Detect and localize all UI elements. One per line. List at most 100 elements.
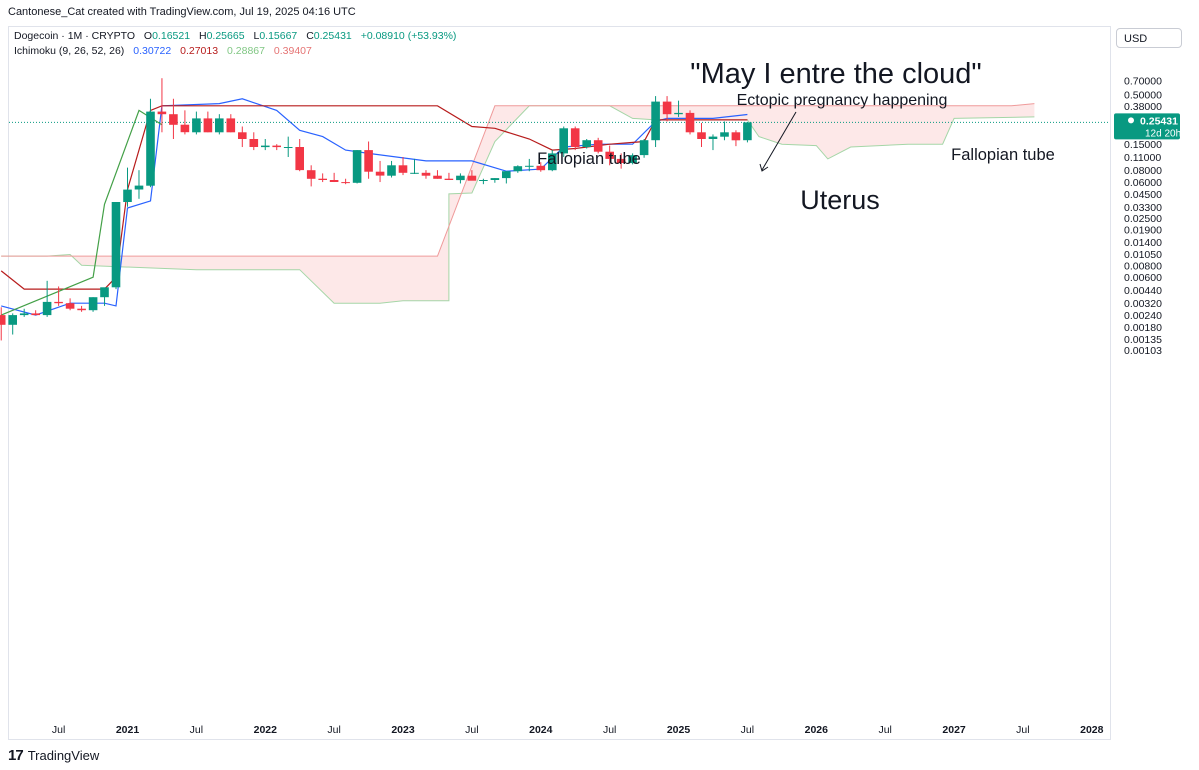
candle-body <box>559 128 568 154</box>
y-axis-tick-label: 0.06000 <box>1124 177 1162 189</box>
y-axis-tick-label: 0.00600 <box>1124 272 1162 284</box>
x-axis-tick-label: 2024 <box>529 724 553 736</box>
y-axis-tick-label: 0.02500 <box>1124 213 1162 225</box>
candle-body <box>685 112 695 133</box>
candle-body <box>502 171 511 179</box>
x-axis-tick-label: Jul <box>1016 724 1029 736</box>
annotation-title: "May I entre the cloud" <box>690 58 981 90</box>
candle-body <box>720 132 729 137</box>
candle-body <box>42 301 52 316</box>
ichimoku-lagging-line <box>0 109 163 316</box>
candle-body <box>203 118 213 133</box>
candle-body <box>593 140 603 152</box>
candle-body <box>352 150 362 183</box>
open-label: O <box>143 30 153 42</box>
candle-body <box>697 132 706 139</box>
candle-body <box>570 128 580 147</box>
candle-body <box>306 170 316 179</box>
candle-body <box>525 165 534 167</box>
symbol-name: Dogecoin · 1M · CRYPTO <box>14 30 135 42</box>
y-axis-tick-label: 0.70000 <box>1124 76 1162 88</box>
annotation-arrow-line <box>761 111 797 171</box>
candle-body <box>134 185 144 190</box>
ichimoku-lead-b-value: 0.39407 <box>273 45 312 57</box>
x-axis-tick-label: 2022 <box>254 724 278 736</box>
candle-body <box>536 165 546 171</box>
tradingview-brand: TradingView <box>27 748 100 763</box>
candle-body <box>272 145 281 148</box>
candle-body <box>375 171 385 176</box>
change-value: +0.08910 (+53.93%) <box>360 30 457 42</box>
candle-body <box>283 147 293 148</box>
y-axis-tick-label: 0.04500 <box>1124 189 1162 201</box>
y-axis-tick-label: 0.03300 <box>1124 202 1162 214</box>
candle-body <box>329 180 339 182</box>
candle-body <box>708 136 718 139</box>
candle-body <box>456 175 465 181</box>
x-axis-tick-label: Jul <box>603 724 616 736</box>
low-value: 0.15667 <box>259 30 298 42</box>
candle-body <box>157 111 167 115</box>
candle-body <box>479 180 488 181</box>
candle-body <box>674 112 683 115</box>
x-axis-tick-label: Jul <box>465 724 478 736</box>
ichimoku-legend: Ichimoku (9, 26, 52, 26) 0.30722 0.27013… <box>14 45 312 57</box>
price-tag-countdown: 12d 20h <box>1145 128 1181 139</box>
candle-body <box>180 124 190 133</box>
candle-body <box>467 175 477 181</box>
candle-body <box>731 132 741 141</box>
candle-body <box>65 303 75 309</box>
x-axis-tick-label: Jul <box>878 724 891 736</box>
candle-body <box>398 165 408 173</box>
candle-body <box>8 315 17 325</box>
high-label: H <box>198 30 207 42</box>
candle-body <box>421 172 431 176</box>
x-axis-tick-label: 2027 <box>942 724 966 736</box>
candle-body <box>54 301 63 304</box>
y-axis-tick-label: 0.11000 <box>1124 152 1161 164</box>
y-axis-tick-label: 0.00103 <box>1124 345 1162 357</box>
candle-body <box>616 158 626 163</box>
y-axis-tick-label: 0.00320 <box>1124 298 1162 310</box>
candle-body <box>0 315 6 325</box>
open-value: 0.16521 <box>152 30 191 42</box>
candle-body <box>639 140 649 156</box>
candle-body <box>651 101 660 141</box>
annotation-uterus: Uterus <box>800 185 880 215</box>
candle-body <box>548 153 557 171</box>
price-tag-dot <box>1128 117 1134 124</box>
candle-body <box>605 151 614 159</box>
candle-body <box>513 166 523 172</box>
candle-body <box>410 172 419 174</box>
candle-body <box>100 287 109 298</box>
y-axis-tick-label: 0.00180 <box>1124 322 1162 334</box>
candle-body <box>249 139 259 147</box>
candle-body <box>662 101 672 115</box>
currency-button[interactable]: USD <box>1116 28 1182 48</box>
tradingview-logo[interactable]: 17 TradingView <box>8 747 99 764</box>
candle-body <box>238 132 247 139</box>
candle-body <box>433 175 442 179</box>
y-axis-tick-label: 0.00800 <box>1124 260 1162 272</box>
low-label: L <box>253 30 260 42</box>
x-axis-tick-label: 2023 <box>391 724 415 736</box>
annotation-arrow-head <box>759 163 769 172</box>
candle-body <box>743 122 752 141</box>
candle-body <box>261 145 270 148</box>
annotation-fallopian-left: Fallopian tube <box>537 150 641 168</box>
y-axis-tick-label: 0.01900 <box>1124 225 1162 237</box>
x-axis-tick-label: 2026 <box>805 724 829 736</box>
ichimoku-cloud-fill <box>1 103 1035 304</box>
y-axis-tick-label: 0.01050 <box>1124 249 1162 261</box>
x-axis-tick-label: Jul <box>190 724 203 736</box>
plot-area[interactable] <box>8 26 1111 740</box>
candle-body <box>19 313 29 316</box>
x-axis-tick-label: 2028 <box>1080 724 1104 736</box>
candle-body <box>628 155 637 164</box>
ichimoku-base-value: 0.27013 <box>180 45 219 57</box>
y-axis-tick-label: 0.01400 <box>1124 237 1162 249</box>
y-axis-tick-label: 0.08000 <box>1124 165 1162 177</box>
candle-body <box>88 297 98 311</box>
